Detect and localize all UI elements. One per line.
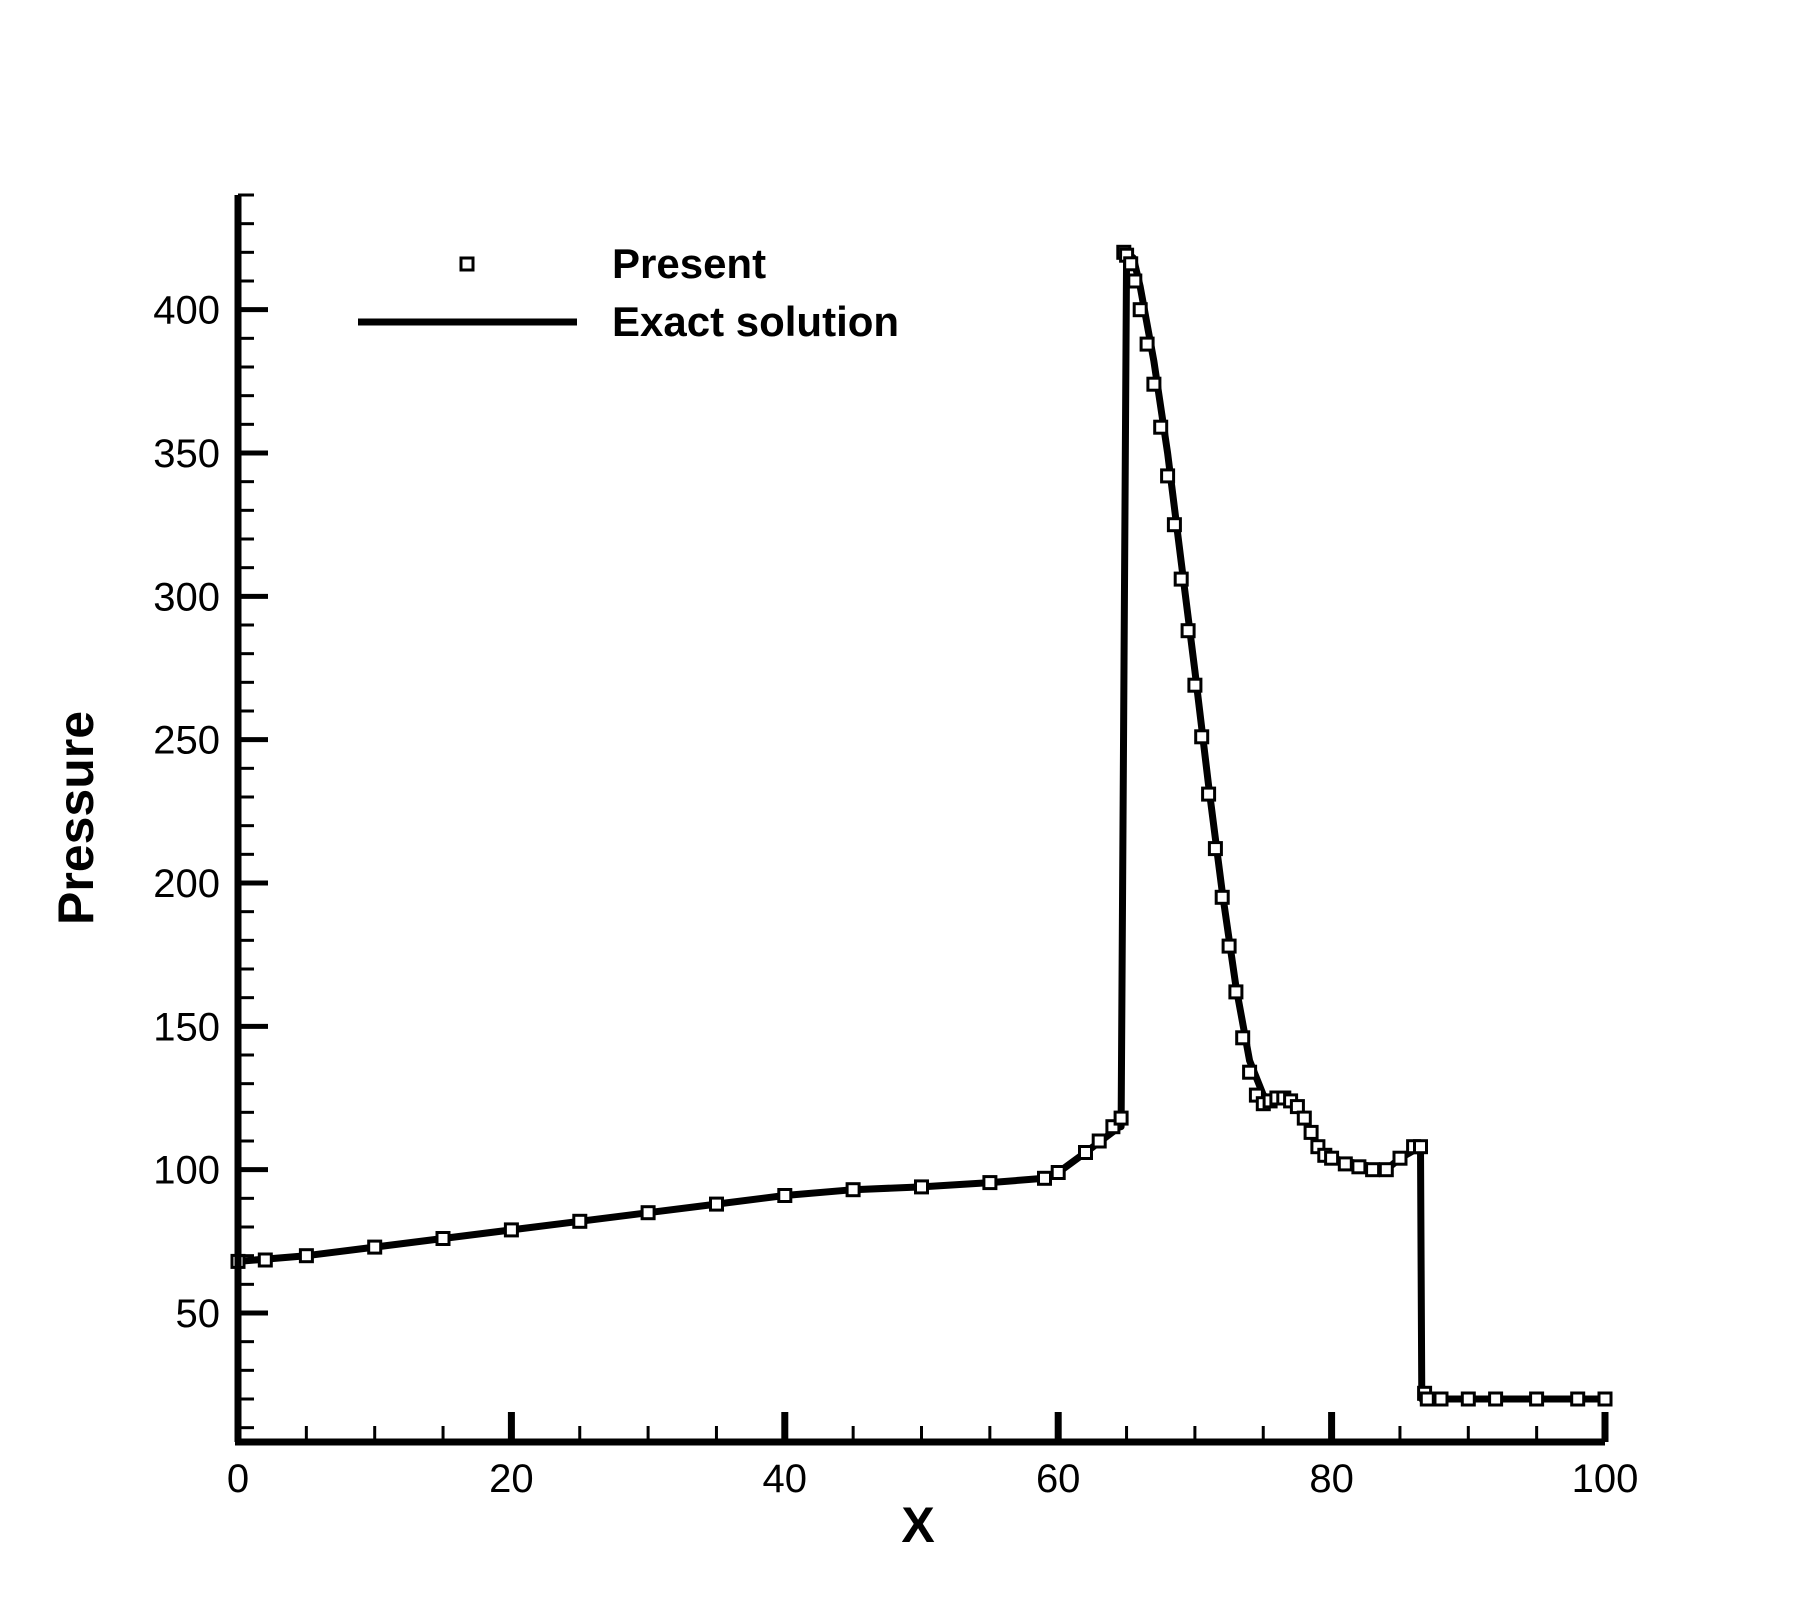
present-data-point	[257, 1252, 273, 1268]
present-data-point	[1160, 468, 1176, 484]
present-data-point	[435, 1231, 451, 1246]
present-data-point	[1460, 1391, 1476, 1407]
present-data-point	[914, 1179, 929, 1195]
legend: Present Exact solution	[358, 240, 899, 345]
x-tick-label: 80	[1309, 1457, 1354, 1501]
legend-present-label: Present	[612, 240, 766, 287]
present-data-point	[845, 1182, 861, 1198]
axes-layer: 0 20 40 60 80 100 50 100 150 200 250 300 350 400	[153, 193, 1639, 1501]
x-axis-title: X	[901, 1497, 934, 1553]
y-tick-label: 150	[153, 1005, 220, 1049]
present-data-point	[1570, 1391, 1586, 1407]
legend-present-marker	[459, 256, 475, 272]
present-data-point	[1597, 1391, 1613, 1407]
present-data-point	[1303, 1124, 1319, 1140]
present-data-point	[1351, 1159, 1367, 1175]
present-data-point	[1419, 1391, 1435, 1407]
present-data-point	[1201, 786, 1217, 802]
present-data-point	[1378, 1162, 1394, 1178]
present-data-point	[1296, 1110, 1312, 1126]
y-tick-label: 100	[153, 1149, 220, 1193]
present-data-point	[1365, 1162, 1381, 1178]
y-tick-label: 250	[153, 719, 220, 763]
present-data-point	[1324, 1150, 1340, 1166]
present-data-point	[1146, 376, 1162, 392]
present-data-point	[1132, 302, 1148, 318]
present-data-point	[1139, 336, 1155, 352]
present-data-point	[1194, 729, 1210, 745]
legend-exact-label: Exact solution	[612, 298, 899, 345]
present-data-point	[1050, 1165, 1066, 1180]
present-data-point	[1214, 889, 1230, 905]
present-data-point	[1078, 1145, 1093, 1160]
present-data-point	[1123, 256, 1139, 272]
y-tick-label: 400	[153, 289, 220, 333]
x-tick-label: 60	[1036, 1457, 1081, 1501]
present-data-point	[1166, 517, 1182, 533]
present-data-point	[367, 1239, 383, 1255]
present-data-point	[1173, 571, 1189, 587]
present-data-point	[1228, 984, 1244, 1000]
present-data-point	[1207, 841, 1223, 857]
present-data-point	[503, 1222, 519, 1238]
x-tick-label: 100	[1572, 1457, 1639, 1501]
present-data-point	[1113, 1110, 1129, 1126]
present-data-point	[1235, 1030, 1251, 1046]
x-tick-label: 40	[763, 1457, 808, 1501]
present-data-point	[572, 1213, 588, 1229]
present-data-point	[982, 1175, 998, 1191]
y-tick-label: 350	[153, 432, 220, 476]
y-tick-label: 300	[153, 575, 220, 619]
present-data-point	[640, 1205, 656, 1221]
present-data-point	[1337, 1156, 1353, 1172]
present-data-point	[1037, 1170, 1052, 1186]
present-data-point	[1433, 1391, 1449, 1407]
present-data-point	[1392, 1150, 1408, 1166]
present-data-point	[1221, 938, 1237, 954]
present-data-point	[1187, 677, 1203, 693]
present-data-point	[1529, 1391, 1545, 1407]
y-tick-label: 50	[176, 1292, 221, 1336]
series-present-markers	[230, 244, 1613, 1407]
y-axis-title: Pressure	[48, 711, 104, 925]
present-data-point	[1127, 273, 1143, 289]
present-data-point	[1180, 623, 1196, 639]
present-data-point	[709, 1196, 724, 1212]
x-tick-label: 20	[489, 1457, 534, 1501]
present-data-point	[1153, 419, 1169, 435]
present-data-point	[1413, 1139, 1428, 1155]
present-data-point	[1242, 1064, 1258, 1080]
x-tick-label: 0	[227, 1457, 249, 1501]
y-tick-label: 200	[153, 862, 220, 906]
present-data-point	[777, 1188, 793, 1203]
present-data-point	[1091, 1133, 1107, 1149]
series-layer	[230, 244, 1613, 1407]
present-data-point	[1488, 1391, 1504, 1407]
present-data-point	[298, 1248, 314, 1264]
